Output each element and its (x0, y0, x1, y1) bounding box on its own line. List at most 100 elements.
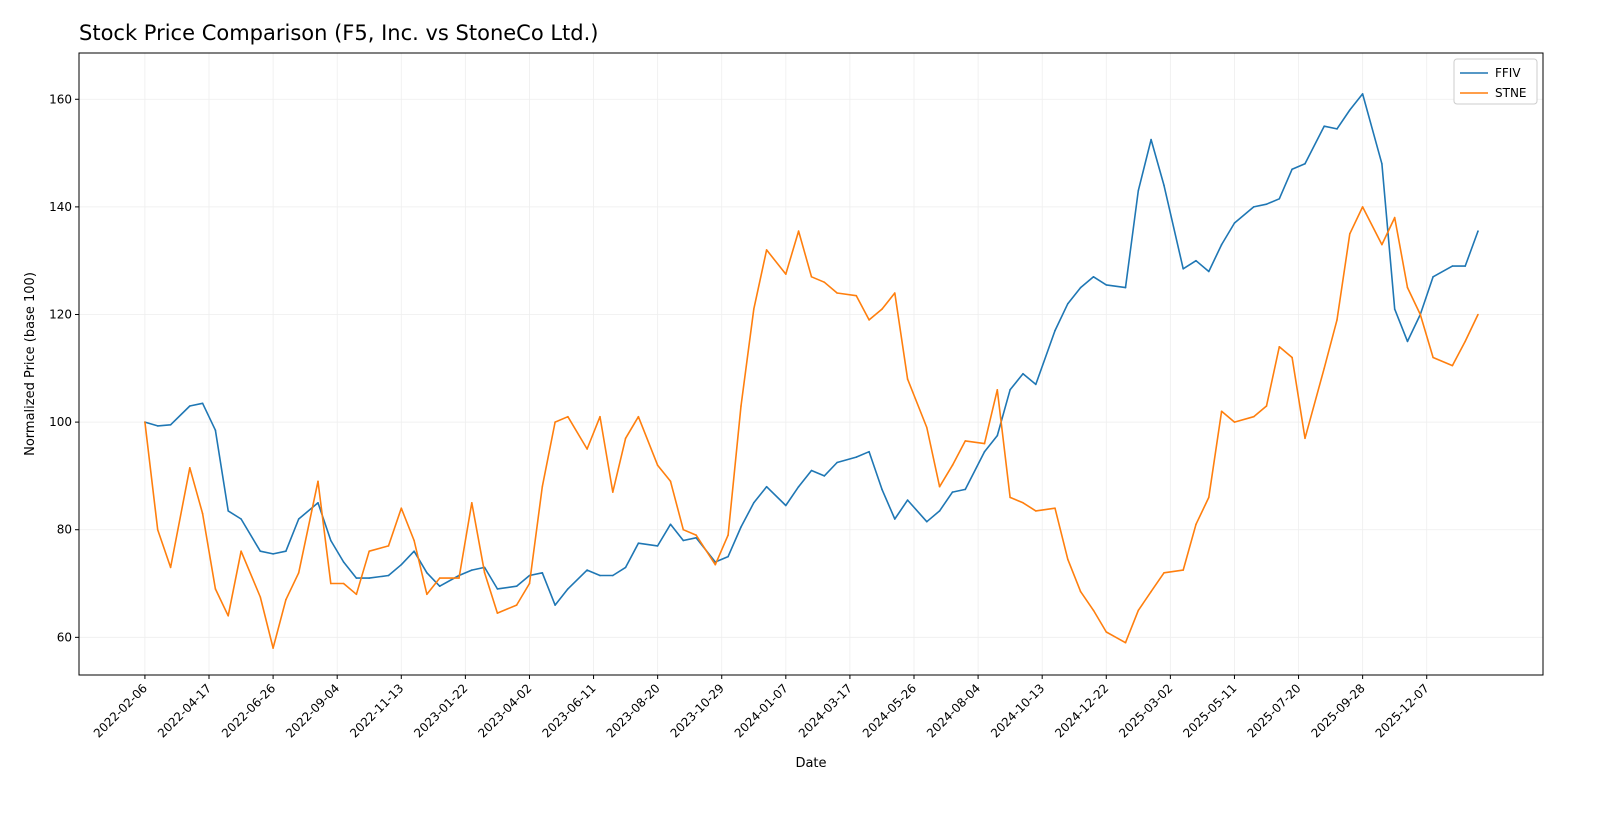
data-point-ffiv (554, 604, 556, 606)
data-point-stne (1067, 558, 1069, 561)
data-point-stne (1278, 346, 1281, 348)
data-point-stne (1406, 286, 1409, 289)
data-point-ffiv (1195, 259, 1197, 262)
data-point-stne (881, 308, 883, 310)
data-point-stne (926, 426, 928, 429)
data-point-ffiv (1092, 276, 1095, 278)
data-point-stne (586, 448, 588, 450)
data-point-stne (201, 512, 204, 515)
data-point-stne (554, 421, 556, 423)
data-point-stne (938, 485, 941, 488)
data-point-ffiv (1278, 198, 1281, 200)
y-tick-label: 60 (57, 630, 72, 644)
data-point-stne (330, 582, 332, 585)
series-line-stne (144, 206, 1479, 649)
data-point-stne (785, 273, 787, 275)
data-point-ffiv (727, 555, 729, 558)
data-point-ffiv (1381, 163, 1383, 165)
x-axis: 2022-02-06 2022-04-17 2022-06-26 2022-09-04… (91, 675, 1432, 740)
data-point-stne (1182, 569, 1184, 571)
x-tick-label: 2025-03-02 (1116, 681, 1175, 740)
data-point-ffiv (1105, 284, 1108, 286)
data-point-stne (1079, 590, 1082, 593)
data-point-ffiv (951, 491, 954, 493)
data-point-stne (996, 389, 999, 391)
chart-title: Stock Price Comparison (F5, Inc. vs Ston… (79, 21, 599, 45)
data-point-stne (1304, 437, 1306, 440)
data-point-ffiv (1252, 206, 1255, 208)
data-point-stne (342, 582, 345, 585)
data-point-ffiv (785, 504, 787, 507)
data-point-stne (983, 442, 986, 445)
data-point-stne (1163, 572, 1165, 574)
data-point-stne (169, 566, 172, 569)
data-point-stne (1252, 415, 1255, 418)
data-point-ffiv (906, 499, 909, 501)
data-point-stne (1419, 313, 1422, 316)
data-point-ffiv (227, 510, 229, 512)
data-point-stne (906, 378, 909, 380)
x-tick-label: 2025-07-20 (1244, 681, 1303, 740)
data-point-stne (964, 440, 967, 442)
data-point-stne (515, 604, 518, 606)
data-point-ffiv (1291, 168, 1293, 170)
data-point-ffiv (1233, 222, 1236, 224)
data-point-stne (528, 582, 531, 585)
data-point-ffiv (1022, 372, 1024, 375)
data-point-ffiv (438, 585, 441, 587)
x-tick-label: 2024-10-13 (988, 681, 1047, 740)
data-point-ffiv (1137, 189, 1140, 192)
data-point-ffiv (1323, 125, 1325, 127)
data-point-stne (714, 563, 717, 566)
data-point-stne (740, 405, 742, 407)
data-point-stne (567, 415, 569, 418)
data-point-stne (1361, 206, 1364, 208)
y-tick-label: 100 (49, 415, 72, 429)
data-point-stne (1323, 367, 1325, 370)
data-point-stne (1381, 243, 1383, 246)
x-tick-label: 2024-08-04 (924, 681, 983, 740)
data-point-ffiv (1124, 286, 1127, 289)
data-point-ffiv (656, 545, 659, 547)
data-point-ffiv (797, 485, 800, 488)
data-point-ffiv (612, 574, 614, 577)
data-point-ffiv (753, 502, 755, 504)
data-point-ffiv (156, 425, 159, 427)
data-point-ffiv (189, 405, 191, 407)
data-point-stne (400, 507, 403, 510)
data-point-ffiv (1054, 329, 1056, 332)
data-point-ffiv (682, 539, 685, 542)
data-point-ffiv (567, 588, 569, 590)
data-point-stne (259, 596, 262, 598)
data-point-ffiv (355, 577, 358, 579)
series-lines (144, 93, 1479, 649)
y-tick-label: 140 (49, 200, 72, 214)
data-point-stne (1233, 421, 1236, 423)
data-point-ffiv (515, 585, 518, 587)
data-point-stne (297, 572, 300, 574)
data-point-ffiv (1163, 184, 1165, 187)
data-point-stne (1195, 523, 1197, 526)
x-tick-label: 2022-06-26 (219, 681, 278, 740)
data-point-ffiv (996, 434, 999, 437)
data-point-ffiv (541, 572, 544, 574)
data-point-ffiv (1349, 109, 1351, 111)
data-point-ffiv (964, 488, 967, 491)
y-axis: 60 80 100 120 140 160 (49, 92, 79, 644)
data-point-stne (1105, 631, 1108, 633)
legend-label-ffiv: FFIV (1495, 66, 1521, 80)
data-point-stne (426, 593, 428, 596)
x-tick-label: 2023-04-02 (475, 681, 534, 740)
x-tick-label: 2022-04-17 (155, 681, 214, 740)
data-point-stne (797, 230, 800, 232)
y-tick-label: 120 (49, 307, 72, 321)
data-point-ffiv (1336, 128, 1338, 130)
data-point-ffiv (938, 510, 941, 512)
data-point-stne (695, 534, 697, 536)
data-point-ffiv (810, 469, 813, 472)
data-point-stne (868, 319, 870, 321)
data-point-ffiv (823, 475, 826, 477)
data-point-stne (1022, 502, 1024, 504)
x-tick-label: 2022-11-13 (347, 681, 406, 740)
data-point-ffiv (496, 588, 499, 590)
